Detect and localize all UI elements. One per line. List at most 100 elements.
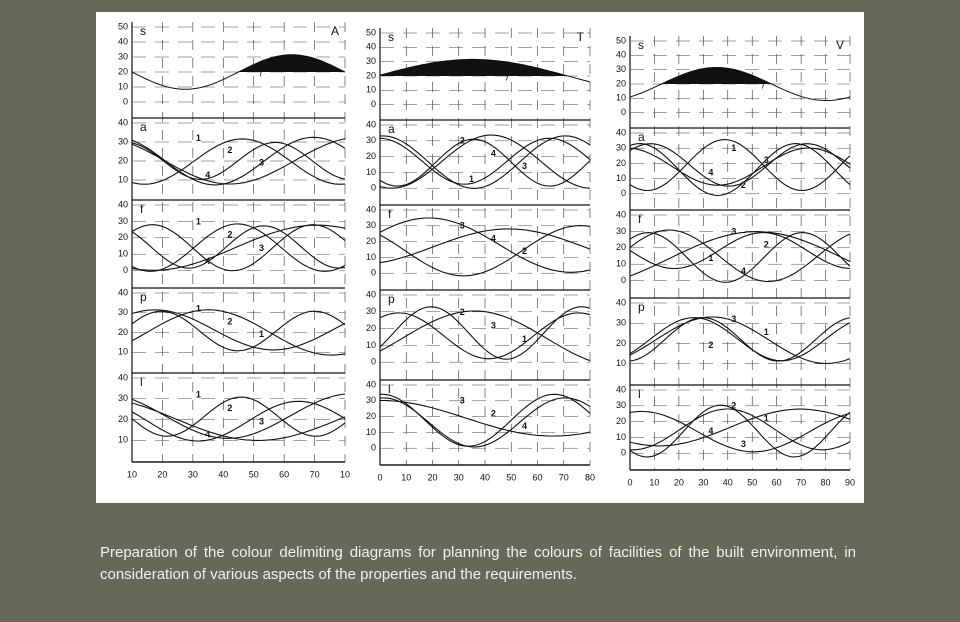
curve-label: 1 [764,413,769,423]
sun-area [630,67,850,84]
curve-label: 1 [764,327,769,337]
curve [379,217,591,273]
y-tick-label: 40 [118,372,128,382]
row-label: p [140,290,147,304]
y-tick-label: 20 [616,158,626,168]
y-tick-label: 20 [366,236,376,246]
x-tick-label: 20 [427,472,437,482]
y-tick-label: 20 [366,323,376,333]
curve-label: 3 [731,226,736,236]
x-tick-label: 10 [340,469,350,479]
y-tick-label: 10 [118,174,128,184]
curve [629,316,851,364]
curve [131,310,346,352]
y-tick-label: 10 [118,81,128,91]
y-tick-label: 40 [366,379,376,389]
curve-label: 1 [731,143,736,153]
y-tick-label: 10 [366,340,376,350]
y-tick-label: 40 [118,287,128,297]
y-tick-label: 0 [621,188,626,198]
curve [131,309,346,356]
x-tick-label: 0 [377,472,382,482]
curve-label: 3 [741,439,746,449]
row-label: a [638,130,645,144]
panel-letter: T [577,30,585,44]
y-tick-label: 30 [366,395,376,405]
x-tick-label: 10 [649,477,659,487]
curve [379,137,591,185]
y-tick-label: 50 [118,21,128,31]
row-label: a [140,120,147,134]
curve-label: 1 [259,329,264,339]
curve [379,306,591,360]
row-label: f [638,212,642,226]
y-tick-label: 40 [118,117,128,127]
row-label: a [388,122,395,136]
y-tick-label: 20 [118,155,128,165]
y-tick-label: 10 [616,93,626,103]
y-tick-label: 30 [616,64,626,74]
curve [131,400,346,442]
curve-label: 3 [491,320,496,330]
curve-label: 3 [259,416,264,426]
curve [131,223,346,272]
y-tick-label: 30 [616,400,626,410]
y-tick-label: 30 [616,143,626,153]
y-tick-label: 40 [616,384,626,394]
y-tick-label: 40 [616,50,626,60]
x-tick-label: 60 [772,477,782,487]
y-tick-label: 20 [616,242,626,252]
y-tick-label: 0 [371,443,376,453]
x-tick-label: 20 [674,477,684,487]
curve [379,310,591,362]
sun-area [380,59,590,76]
curve [629,410,851,453]
curve-label: 4 [205,256,210,266]
curve-label: 1 [196,390,201,400]
y-tick-label: 40 [616,297,626,307]
x-tick-label: 60 [279,469,289,479]
y-tick-label: 0 [371,357,376,367]
y-tick-label: 20 [118,327,128,337]
curve-label: 2 [227,403,232,413]
curve-label: i [762,80,765,90]
x-tick-label: 30 [188,469,198,479]
curve-label: i [506,72,509,82]
curve [629,317,851,362]
y-tick-label: 30 [118,307,128,317]
y-tick-label: 20 [118,66,128,76]
y-tick-label: 0 [371,183,376,193]
curve-label: 1 [196,304,201,314]
y-tick-label: 0 [371,268,376,278]
row-label: s [638,38,644,52]
curve [629,147,851,186]
curve-label: 3 [259,243,264,253]
curve-label: 4 [708,426,713,436]
curve-label: 3 [259,157,264,167]
y-tick-label: 40 [366,42,376,52]
curve [629,139,851,192]
curve [629,229,851,283]
curve-label: 4 [491,233,496,243]
curve-label: 2 [227,230,232,240]
curve [629,408,851,447]
curve-label: 2 [460,136,465,146]
y-tick-label: 0 [621,448,626,458]
curve [131,138,346,185]
x-tick-label: 30 [698,477,708,487]
figure: 10 20 30 40 50 60 70 10As50403020100ia403020101… [96,12,864,503]
y-tick-label: 0 [123,265,128,275]
y-tick-label: 30 [366,135,376,145]
curve-label: 4 [741,266,746,276]
curve [629,143,851,187]
curve [629,67,851,101]
y-tick-label: 40 [616,127,626,137]
curve-label: 2 [491,408,496,418]
curve [379,134,591,189]
curve [131,54,346,90]
row-label: f [388,207,392,221]
y-tick-label: 30 [118,51,128,61]
curve [379,225,591,277]
curve [379,228,591,264]
curve [131,396,346,437]
